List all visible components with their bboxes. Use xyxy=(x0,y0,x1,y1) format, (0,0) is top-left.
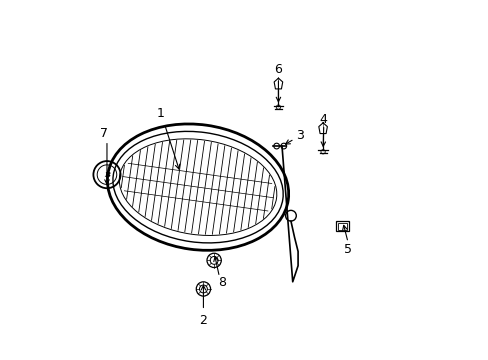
Text: 1: 1 xyxy=(156,107,164,120)
Text: 8: 8 xyxy=(218,276,226,289)
Text: 2: 2 xyxy=(199,314,207,327)
Bar xyxy=(336,221,348,231)
Bar xyxy=(337,223,346,230)
Text: 3: 3 xyxy=(295,129,303,142)
Text: 6: 6 xyxy=(274,63,282,76)
Text: 5: 5 xyxy=(344,243,351,256)
Text: 4: 4 xyxy=(319,113,327,126)
Text: B: B xyxy=(104,171,110,179)
Text: 7: 7 xyxy=(100,127,108,140)
